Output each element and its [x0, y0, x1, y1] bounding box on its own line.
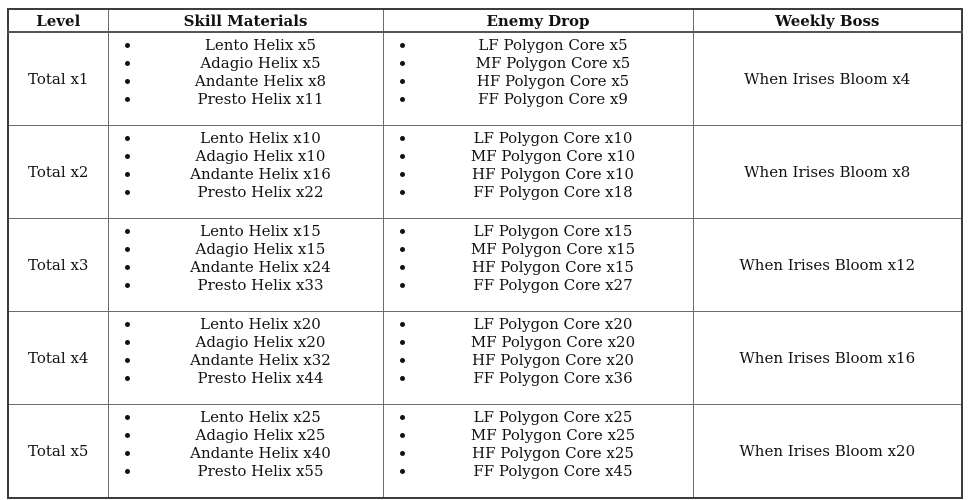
- material-item: Lento Helix x10: [141, 129, 381, 147]
- enemy-drop-cell: LF Polygon Core x25MF Polygon Core x25HF…: [382, 404, 694, 499]
- weekly-boss-cell: When Irises Bloom x4: [692, 31, 963, 126]
- skill-materials-list: Lento Helix x15Adagio Helix x15Andante H…: [111, 222, 381, 294]
- drop-item: HF Polygon Core x20: [416, 351, 691, 369]
- drop-item: LF Polygon Core x25: [416, 408, 691, 426]
- drop-item: HF Polygon Core x25: [416, 444, 691, 462]
- level-cell: Total x4: [7, 311, 109, 405]
- upgrade-materials-table: Level Skill Materials Enemy Drop Weekly …: [7, 8, 963, 499]
- weekly-boss-cell: When Irises Bloom x20: [692, 404, 963, 499]
- enemy-drop-cell: LF Polygon Core x10MF Polygon Core x10HF…: [382, 125, 694, 219]
- drop-item: FF Polygon Core x18: [416, 183, 691, 201]
- enemy-drop-list: LF Polygon Core x10MF Polygon Core x10HF…: [386, 129, 691, 201]
- table-header: Level Skill Materials Enemy Drop Weekly …: [7, 8, 963, 33]
- drop-item: MF Polygon Core x10: [416, 147, 691, 165]
- table-row: Total x4 Lento Helix x20Adagio Helix x20…: [7, 311, 963, 405]
- material-item: Andante Helix x24: [141, 258, 381, 276]
- table-row: Total x5 Lento Helix x25Adagio Helix x25…: [7, 404, 963, 499]
- material-item: Lento Helix x20: [141, 315, 381, 333]
- skill-materials-cell: Lento Helix x20Adagio Helix x20Andante H…: [107, 311, 384, 405]
- drop-item: LF Polygon Core x5: [416, 36, 691, 54]
- drop-item: FF Polygon Core x36: [416, 369, 691, 387]
- drop-item: MF Polygon Core x5: [416, 54, 691, 72]
- material-item: Andante Helix x8: [141, 72, 381, 90]
- skill-materials-cell: Lento Helix x15Adagio Helix x15Andante H…: [107, 218, 384, 312]
- table-body: Total x1 Lento Helix x5Adagio Helix x5An…: [7, 31, 963, 499]
- enemy-drop-cell: LF Polygon Core x5MF Polygon Core x5HF P…: [382, 31, 694, 126]
- enemy-drop-list: LF Polygon Core x20MF Polygon Core x20HF…: [386, 315, 691, 387]
- enemy-drop-list: LF Polygon Core x25MF Polygon Core x25HF…: [386, 408, 691, 480]
- material-item: Adagio Helix x10: [141, 147, 381, 165]
- drop-item: LF Polygon Core x10: [416, 129, 691, 147]
- material-item: Lento Helix x15: [141, 222, 381, 240]
- level-cell: Total x2: [7, 125, 109, 219]
- material-item: Presto Helix x55: [141, 462, 381, 480]
- material-item: Presto Helix x11: [141, 90, 381, 108]
- drop-item: MF Polygon Core x25: [416, 426, 691, 444]
- material-item: Andante Helix x32: [141, 351, 381, 369]
- weekly-boss-cell: When Irises Bloom x16: [692, 311, 963, 405]
- material-item: Adagio Helix x5: [141, 54, 381, 72]
- weekly-boss-cell: When Irises Bloom x8: [692, 125, 963, 219]
- column-header-enemy-drop: Enemy Drop: [382, 8, 694, 33]
- material-item: Andante Helix x40: [141, 444, 381, 462]
- material-item: Andante Helix x16: [141, 165, 381, 183]
- header-row: Level Skill Materials Enemy Drop Weekly …: [7, 8, 963, 33]
- skill-materials-cell: Lento Helix x5Adagio Helix x5Andante Hel…: [107, 31, 384, 126]
- enemy-drop-cell: LF Polygon Core x20MF Polygon Core x20HF…: [382, 311, 694, 405]
- enemy-drop-list: LF Polygon Core x5MF Polygon Core x5HF P…: [386, 36, 691, 108]
- table-row: Total x1 Lento Helix x5Adagio Helix x5An…: [7, 31, 963, 126]
- weekly-boss-cell: When Irises Bloom x12: [692, 218, 963, 312]
- drop-item: MF Polygon Core x20: [416, 333, 691, 351]
- material-item: Presto Helix x44: [141, 369, 381, 387]
- material-item: Lento Helix x25: [141, 408, 381, 426]
- drop-item: LF Polygon Core x20: [416, 315, 691, 333]
- level-cell: Total x1: [7, 31, 109, 126]
- enemy-drop-list: LF Polygon Core x15MF Polygon Core x15HF…: [386, 222, 691, 294]
- drop-item: FF Polygon Core x27: [416, 276, 691, 294]
- drop-item: HF Polygon Core x5: [416, 72, 691, 90]
- column-header-level: Level: [7, 8, 109, 33]
- skill-materials-list: Lento Helix x25Adagio Helix x25Andante H…: [111, 408, 381, 480]
- table-row: Total x2 Lento Helix x10Adagio Helix x10…: [7, 125, 963, 219]
- drop-item: MF Polygon Core x15: [416, 240, 691, 258]
- drop-item: HF Polygon Core x15: [416, 258, 691, 276]
- material-item: Adagio Helix x20: [141, 333, 381, 351]
- drop-item: FF Polygon Core x45: [416, 462, 691, 480]
- column-header-skill-materials: Skill Materials: [107, 8, 384, 33]
- drop-item: HF Polygon Core x10: [416, 165, 691, 183]
- table-row: Total x3 Lento Helix x15Adagio Helix x15…: [7, 218, 963, 312]
- drop-item: LF Polygon Core x15: [416, 222, 691, 240]
- material-item: Presto Helix x22: [141, 183, 381, 201]
- skill-materials-cell: Lento Helix x25Adagio Helix x25Andante H…: [107, 404, 384, 499]
- material-item: Presto Helix x33: [141, 276, 381, 294]
- level-cell: Total x5: [7, 404, 109, 499]
- skill-materials-list: Lento Helix x5Adagio Helix x5Andante Hel…: [111, 36, 381, 108]
- material-item: Adagio Helix x25: [141, 426, 381, 444]
- material-item: Lento Helix x5: [141, 36, 381, 54]
- drop-item: FF Polygon Core x9: [416, 90, 691, 108]
- skill-materials-cell: Lento Helix x10Adagio Helix x10Andante H…: [107, 125, 384, 219]
- enemy-drop-cell: LF Polygon Core x15MF Polygon Core x15HF…: [382, 218, 694, 312]
- skill-materials-list: Lento Helix x10Adagio Helix x10Andante H…: [111, 129, 381, 201]
- material-item: Adagio Helix x15: [141, 240, 381, 258]
- level-cell: Total x3: [7, 218, 109, 312]
- column-header-weekly-boss: Weekly Boss: [692, 8, 963, 33]
- skill-materials-list: Lento Helix x20Adagio Helix x20Andante H…: [111, 315, 381, 387]
